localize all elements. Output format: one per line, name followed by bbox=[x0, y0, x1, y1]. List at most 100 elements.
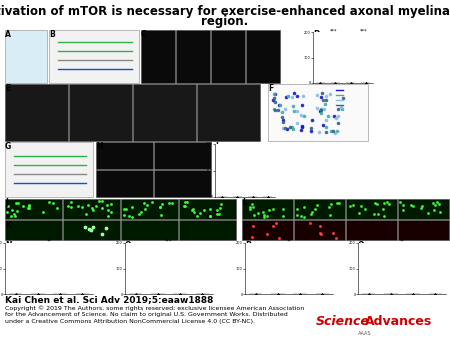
Point bbox=[125, 213, 132, 218]
Bar bbox=[197, 84, 260, 141]
Point bbox=[291, 91, 298, 96]
Point bbox=[34, 291, 41, 296]
Point bbox=[322, 102, 329, 107]
Point bbox=[57, 291, 64, 296]
Point bbox=[316, 230, 323, 236]
Point bbox=[141, 207, 149, 212]
Point bbox=[219, 194, 226, 199]
Point bbox=[322, 93, 329, 99]
Point bbox=[274, 291, 282, 296]
Point bbox=[356, 210, 363, 216]
Point bbox=[432, 291, 439, 297]
Point bbox=[274, 291, 282, 296]
Point bbox=[271, 107, 279, 113]
Point bbox=[326, 91, 333, 97]
Point bbox=[34, 291, 41, 296]
Point bbox=[306, 220, 314, 225]
Point bbox=[234, 194, 241, 199]
Point bbox=[380, 214, 387, 219]
Point bbox=[322, 129, 329, 135]
Point bbox=[347, 80, 354, 86]
Point bbox=[336, 201, 343, 206]
Point bbox=[132, 291, 139, 296]
Text: **: ** bbox=[46, 239, 51, 244]
Point bbox=[297, 291, 304, 296]
Point bbox=[53, 206, 60, 211]
Point bbox=[362, 80, 369, 86]
Point bbox=[329, 230, 337, 235]
Point bbox=[284, 126, 291, 132]
Text: K: K bbox=[5, 221, 11, 230]
Point bbox=[79, 204, 86, 210]
Point bbox=[308, 209, 315, 215]
Point bbox=[14, 200, 21, 206]
Point bbox=[277, 102, 284, 107]
Point bbox=[121, 212, 128, 218]
Bar bbox=[141, 30, 175, 83]
Point bbox=[196, 211, 203, 216]
Point bbox=[25, 203, 32, 209]
Point bbox=[272, 220, 279, 225]
Point bbox=[57, 291, 64, 296]
Point bbox=[317, 110, 324, 116]
Point bbox=[326, 213, 333, 218]
Text: F: F bbox=[268, 84, 273, 93]
Point bbox=[260, 213, 267, 218]
Point bbox=[260, 209, 267, 214]
Point bbox=[136, 212, 143, 217]
Point bbox=[270, 97, 277, 103]
Point bbox=[95, 198, 102, 204]
Point bbox=[249, 202, 256, 207]
Point bbox=[176, 291, 184, 296]
Bar bbox=[179, 199, 236, 219]
Point bbox=[57, 291, 64, 296]
Point bbox=[199, 291, 206, 297]
Point bbox=[297, 291, 304, 296]
Point bbox=[86, 227, 93, 232]
Point bbox=[189, 206, 196, 211]
Point bbox=[293, 94, 301, 99]
Point bbox=[251, 213, 258, 218]
Point bbox=[199, 291, 206, 297]
Point bbox=[430, 201, 437, 206]
Point bbox=[271, 91, 279, 96]
Point bbox=[266, 207, 273, 213]
Point bbox=[399, 208, 406, 213]
Point bbox=[234, 194, 241, 199]
Point bbox=[387, 291, 395, 296]
Point bbox=[248, 234, 256, 239]
Text: N: N bbox=[5, 241, 12, 250]
Point bbox=[215, 212, 222, 217]
Point bbox=[365, 291, 372, 296]
Point bbox=[365, 291, 372, 296]
Point bbox=[49, 200, 56, 206]
Point bbox=[322, 117, 329, 122]
Text: C: C bbox=[141, 30, 147, 39]
Point bbox=[299, 102, 306, 107]
Point bbox=[375, 211, 382, 217]
Text: L: L bbox=[242, 198, 247, 207]
Point bbox=[387, 291, 395, 296]
Point bbox=[357, 203, 364, 208]
Point bbox=[332, 80, 339, 86]
Point bbox=[362, 80, 369, 86]
Point bbox=[279, 117, 287, 123]
Point bbox=[271, 100, 279, 105]
Point bbox=[294, 109, 301, 114]
Point bbox=[319, 291, 326, 297]
Point bbox=[252, 291, 259, 296]
Point bbox=[299, 123, 306, 129]
Point bbox=[333, 128, 340, 134]
Point bbox=[64, 203, 72, 208]
Bar bbox=[294, 199, 345, 219]
Point bbox=[79, 291, 86, 297]
Text: H: H bbox=[96, 142, 103, 151]
Point bbox=[99, 198, 106, 204]
Point bbox=[283, 94, 290, 100]
Point bbox=[370, 212, 378, 217]
Point bbox=[333, 235, 340, 241]
Point bbox=[270, 223, 277, 229]
Point bbox=[332, 80, 339, 86]
Point bbox=[278, 114, 285, 120]
Point bbox=[8, 214, 15, 219]
